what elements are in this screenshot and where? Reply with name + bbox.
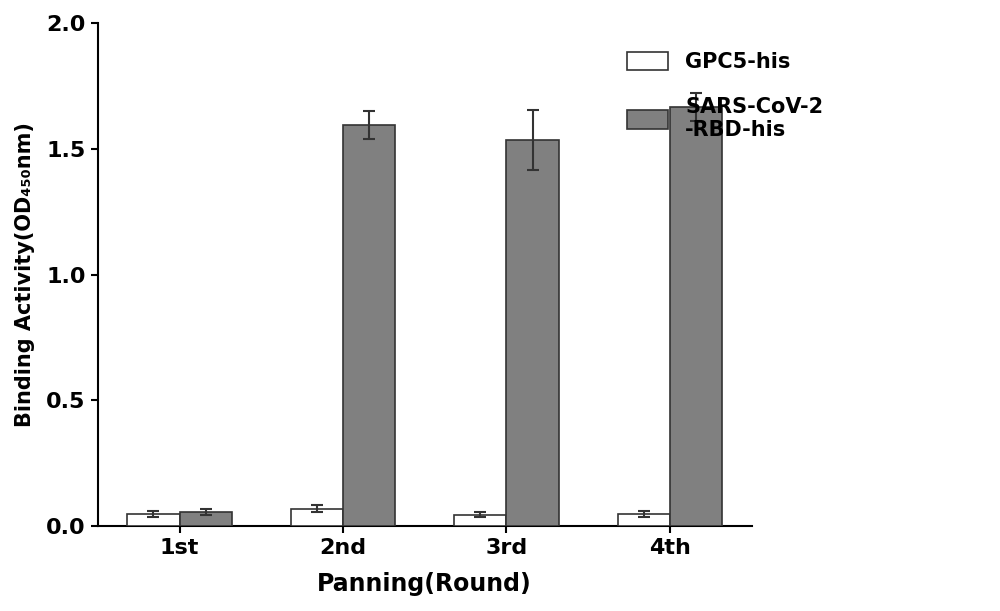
Bar xyxy=(618,514,670,526)
Bar xyxy=(127,514,180,526)
Bar xyxy=(180,513,232,526)
Bar xyxy=(506,140,559,526)
Legend: GPC5-his, SARS-CoV-2
-RBD-his: GPC5-his, SARS-CoV-2 -RBD-his xyxy=(618,43,832,149)
Y-axis label: Binding Activity(OD₄₅₀nm): Binding Activity(OD₄₅₀nm) xyxy=(15,122,35,427)
Bar xyxy=(343,125,395,526)
X-axis label: Panning(Round): Panning(Round) xyxy=(317,572,532,596)
Bar xyxy=(670,108,722,526)
Bar xyxy=(291,509,343,526)
Bar xyxy=(454,515,506,526)
